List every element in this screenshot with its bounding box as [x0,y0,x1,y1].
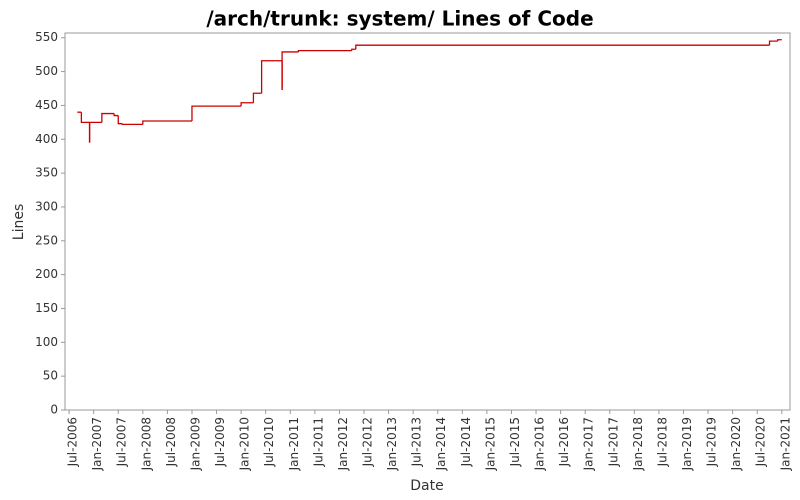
x-tick-label: Jul-2017 [606,417,620,467]
y-axis-label: Lines [11,204,27,240]
x-tick-label: Jan-2008 [139,417,153,471]
line-step [113,113,119,117]
line-step [142,120,192,125]
line-step [297,49,352,52]
line-step [260,60,283,94]
line-step [121,123,143,126]
x-tick-label: Jan-2018 [631,417,645,471]
x-tick-label: Jul-2020 [754,417,768,467]
line-step [240,102,254,107]
plot-area [64,32,791,411]
x-tick-label: Jul-2018 [655,417,669,467]
x-tick-label: Jan-2014 [434,417,448,471]
line-step [88,121,102,143]
x-tick-label: Jan-2010 [238,417,252,471]
y-tick-label: 300 [35,199,58,213]
y-tick-label: 100 [35,335,58,349]
x-tick-label: Jan-2016 [533,417,547,471]
y-tick-label: 150 [35,301,58,315]
x-tick-label: Jan-2007 [90,417,104,471]
line-step [101,112,115,123]
line-step [252,92,262,103]
x-tick-label: Jul-2019 [705,417,719,467]
x-tick-label: Jul-2012 [361,417,375,467]
x-tick-label: Jan-2011 [287,417,301,471]
x-tick-label: Jul-2015 [508,417,522,467]
x-tick-label: Jan-2021 [778,417,792,471]
x-tick-label: Jul-2010 [262,417,276,467]
x-tick-label: Jul-2016 [557,417,571,467]
y-tick-label: 50 [43,369,58,383]
y-tick-label: 350 [35,166,58,180]
line-step [117,115,123,125]
y-tick-label: 0 [50,403,58,417]
line-step [80,112,90,123]
x-tick-label: Jul-2009 [213,417,227,467]
x-tick-label: Jan-2017 [582,417,596,471]
x-tick-label: Jul-2011 [311,417,325,467]
x-tick-label: Jul-2013 [410,417,424,467]
x-tick-label: Jan-2012 [336,417,350,471]
y-tick-label: 550 [35,30,58,44]
line-step [281,51,299,90]
y-tick-label: 450 [35,98,58,112]
y-tick-label: 200 [35,267,58,281]
chart-title: /arch/trunk: system/ Lines of Code [206,7,593,31]
x-tick-label: Jul-2007 [115,417,129,467]
x-tick-label: Jul-2014 [459,417,473,467]
y-tick-label: 500 [35,64,58,78]
x-tick-label: Jul-2006 [66,417,80,467]
line-step [768,40,778,46]
x-axis-label: Date [410,478,443,494]
x-tick-label: Jan-2019 [680,417,694,471]
x-tick-label: Jan-2013 [385,417,399,471]
x-tick-label: Jan-2009 [188,417,202,471]
line-step [351,48,356,51]
y-tick-label: 250 [35,233,58,247]
line-step [777,39,782,42]
x-tick-label: Jan-2015 [483,417,497,471]
x-tick-label: Jan-2020 [729,417,743,471]
y-tick-label: 400 [35,132,58,146]
line-step [191,105,242,121]
x-tick-label: Jul-2008 [164,417,178,467]
line-step [355,44,770,50]
